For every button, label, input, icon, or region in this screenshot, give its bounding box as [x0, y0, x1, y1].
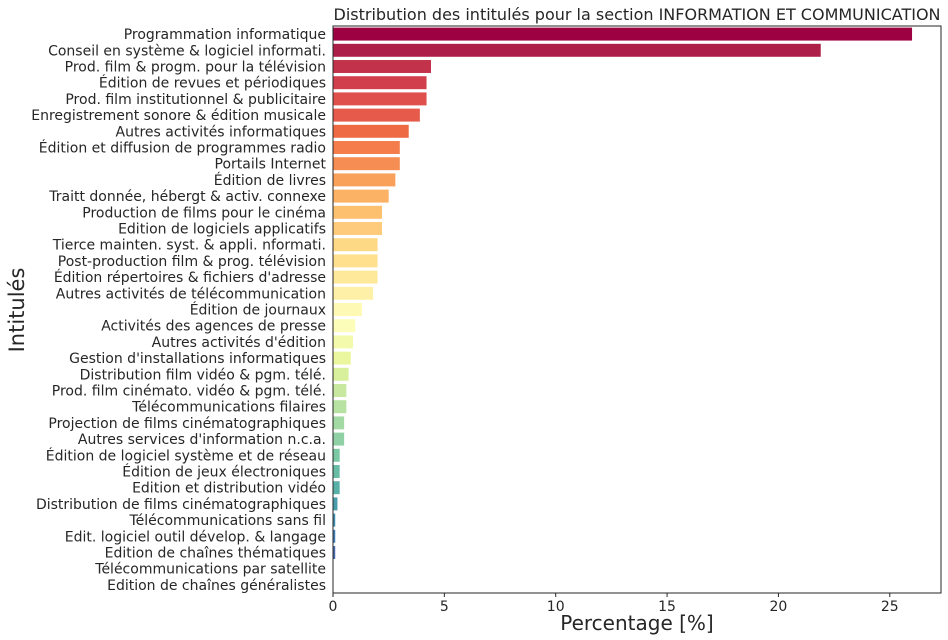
bar [333, 367, 349, 381]
bar [333, 157, 400, 171]
category-label: Prod. film cinémato. vidéo & pgm. télé. [52, 384, 326, 400]
bar [333, 432, 345, 446]
category-label: Conseil en système & logiciel informati. [48, 43, 326, 59]
bars [333, 27, 913, 592]
bar [333, 60, 431, 73]
category-label: Tierce mainten. syst. & appli. nformati. [52, 238, 326, 254]
bar [333, 335, 354, 349]
category-label: Autres activités d'édition [152, 335, 326, 351]
category-label: Programmation informatique [124, 27, 326, 43]
bar [333, 416, 345, 430]
category-label: Télécommunications filaires [131, 400, 326, 416]
bar [333, 205, 382, 219]
bar [333, 92, 427, 106]
bar [333, 222, 382, 235]
bar [333, 76, 427, 90]
x-axis-ticks: 0 5 10 15 20 25 [329, 593, 899, 615]
category-label: Portails Internet [215, 157, 327, 173]
category-label: Édition répertoires & fichiers d'adresse [54, 269, 326, 286]
category-label: Production de films pour le cinéma [82, 205, 326, 221]
bar [333, 351, 351, 365]
bar [333, 189, 389, 203]
bar [333, 124, 409, 138]
category-label: Gestion d'installations informatiques [69, 351, 326, 367]
bar [333, 319, 356, 333]
category-label: Edition de chaînes généralistes [107, 578, 326, 594]
bar [333, 384, 347, 397]
category-label: Édition et diffusion de programmes radio [39, 140, 326, 157]
category-label: Édition de journaux [190, 302, 326, 319]
bar [333, 481, 340, 495]
category-label: Télécommunications par satellite [94, 562, 326, 578]
chart-title: Distribution des intitulés pour la secti… [334, 5, 941, 24]
bar [333, 27, 913, 41]
bar [333, 497, 338, 511]
category-label: Activités des agences de presse [101, 319, 326, 335]
bar [333, 303, 362, 316]
category-label: Traitt donnée, hébergt & activ. connexe [48, 189, 326, 205]
bar [333, 513, 336, 527]
category-label: Prod. film & progm. pour la télévision [65, 60, 326, 76]
x-tick-label: 0 [329, 599, 338, 615]
category-label: Autres services d'information n.c.a. [78, 432, 326, 448]
category-label: Distribution de films cinématographiques [36, 497, 326, 513]
category-label: Autres activités informatiques [116, 124, 326, 140]
category-label: Projection de films cinématographiques [48, 416, 326, 432]
bar [333, 238, 378, 252]
category-label: Édition de livres [214, 172, 326, 189]
plot-frame [332, 25, 942, 594]
category-label: Édition de revues et périodiques [99, 75, 326, 92]
category-label: Édition de jeux électroniques [122, 464, 326, 481]
category-label: Post-production film & prog. télévision [58, 254, 326, 270]
category-label: Prod. film institutionnel & publicitaire [65, 92, 326, 108]
x-tick-label: 10 [547, 599, 565, 615]
bar [333, 286, 374, 300]
category-label: Edition et distribution vidéo [132, 481, 326, 497]
category-label: Edition de logiciels applicatifs [118, 222, 326, 238]
bar [333, 270, 378, 284]
bar [333, 546, 336, 559]
bar [333, 108, 420, 122]
category-label: Télécommunications sans fil [129, 513, 327, 529]
category-label: Enregistrement sonore & édition musicale [31, 108, 326, 124]
x-axis-title: Percentage [%] [560, 611, 713, 635]
bar [333, 173, 396, 187]
bar [333, 400, 347, 414]
x-tick-label: 5 [440, 599, 449, 615]
bar [333, 529, 336, 543]
bar [333, 465, 340, 478]
category-label: Autres activités de télécommunication [56, 286, 326, 302]
x-tick-label: 25 [881, 599, 899, 615]
bar [333, 141, 400, 154]
bar [333, 254, 378, 268]
y-axis-title: Intitulés [5, 268, 29, 353]
category-label: Edition de chaînes thématiques [105, 546, 326, 562]
category-label: Distribution film vidéo & pgm. télé. [80, 367, 326, 383]
bar [333, 448, 340, 462]
x-tick-label: 20 [770, 599, 788, 615]
category-label: Édition de logiciel système et de réseau [46, 447, 326, 464]
bar [333, 43, 821, 57]
category-label: Edit. logiciel outil dévelop. & langage [65, 529, 326, 545]
x-tick-label: 15 [658, 599, 676, 615]
